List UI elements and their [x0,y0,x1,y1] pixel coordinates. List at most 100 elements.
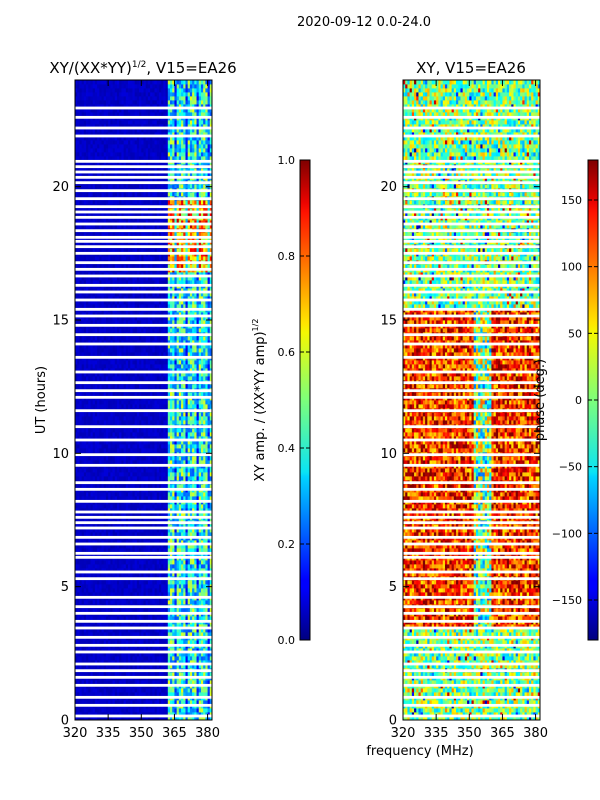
amplitude-cell [132,580,136,585]
amplitude-cell [203,412,206,417]
amplitude-cell [205,632,208,637]
amplitude-cell [99,652,102,657]
amplitude-cell [192,548,195,553]
amplitude-cell [79,672,83,677]
amplitude-cell [192,504,195,509]
amplitude-cell [123,700,127,705]
amplitude-cell [172,652,175,657]
amplitude-cell [132,444,136,449]
amplitude-cell [110,680,113,685]
amplitude-cell [185,628,189,633]
amplitude-cell [192,436,195,441]
amplitude-cell [178,456,182,461]
amplitude-cell [185,592,189,597]
amplitude-cell [103,580,107,585]
amplitude-cell [207,572,211,577]
amplitude-cell [112,628,116,633]
amplitude-cell [176,580,180,585]
amplitude-cell [196,624,200,629]
amplitude-cell [172,592,175,597]
amplitude-cell [81,584,85,589]
amplitude-cell [198,524,202,529]
amplitude-cell [147,716,151,720]
amplitude-cell [110,548,113,553]
amplitude-cell [77,572,80,577]
amplitude-cell [97,600,100,605]
amplitude-cell [86,524,89,529]
amplitude-cell [198,460,202,465]
amplitude-cell [83,568,87,573]
amplitude-cell [196,436,200,441]
amplitude-cell [161,416,164,421]
amplitude-cell [189,572,193,577]
amplitude-cell [161,688,164,693]
amplitude-cell [97,608,100,613]
amplitude-cell [198,632,202,637]
amplitude-cell [125,544,129,549]
amplitude-cell [116,460,120,465]
amplitude-cell [156,508,160,513]
amplitude-cell [130,496,133,501]
amplitude-cell [92,412,96,417]
amplitude-cell [134,492,138,497]
amplitude-cell [112,440,116,445]
amplitude-cell [161,664,164,669]
amplitude-cell [83,548,87,553]
amplitude-cell [92,592,96,597]
amplitude-cell [101,436,105,441]
amplitude-cell [194,564,197,569]
amplitude-cell [200,560,204,565]
amplitude-cell [154,448,158,453]
amplitude-cell [174,476,178,481]
amplitude-cell [112,432,116,437]
amplitude-cell [112,436,116,441]
amplitude-cell [112,572,116,577]
amplitude-cell [79,468,83,473]
amplitude-cell [134,428,138,433]
amplitude-cell [150,404,153,409]
amplitude-cell [90,568,94,573]
amplitude-cell [172,416,175,421]
amplitude-cell [183,548,186,553]
amplitude-cell [112,708,116,713]
amplitude-cell [198,640,202,645]
amplitude-cell [134,564,138,569]
amplitude-cell [176,608,180,613]
amplitude-cell [209,692,212,697]
amplitude-cell [156,496,160,501]
amplitude-cell [167,680,171,685]
amplitude-cell [75,560,78,565]
amplitude-cell [181,528,184,533]
amplitude-cell [101,608,105,613]
amplitude-cell [101,404,105,409]
amplitude-cell [103,700,107,705]
amplitude-cell [139,656,142,661]
amplitude-cell [92,568,96,573]
amplitude-cell [158,432,162,437]
amplitude-cell [90,524,94,529]
amplitude-cell [114,400,118,405]
amplitude-cell [103,508,107,513]
amplitude-cell [200,664,204,669]
amplitude-cell [163,660,166,665]
amplitude-cell [136,616,140,621]
amplitude-cell [196,540,200,545]
amplitude-cell [194,544,197,549]
amplitude-cell [110,432,113,437]
amplitude-cell [119,404,122,409]
amplitude-cell [94,436,98,441]
amplitude-cell [194,580,197,585]
amplitude-cell [88,700,91,705]
amplitude-cell [147,540,151,545]
amplitude-cell [112,476,116,481]
amplitude-cell [192,640,195,645]
amplitude-cell [156,708,160,713]
amplitude-cell [185,584,189,589]
amplitude-cell [114,716,118,720]
amplitude-cell [163,716,166,720]
amplitude-cell [116,428,120,433]
amplitude-cell [134,568,138,573]
amplitude-cell [103,688,107,693]
amplitude-cell [178,484,182,489]
amplitude-cell [79,600,83,605]
